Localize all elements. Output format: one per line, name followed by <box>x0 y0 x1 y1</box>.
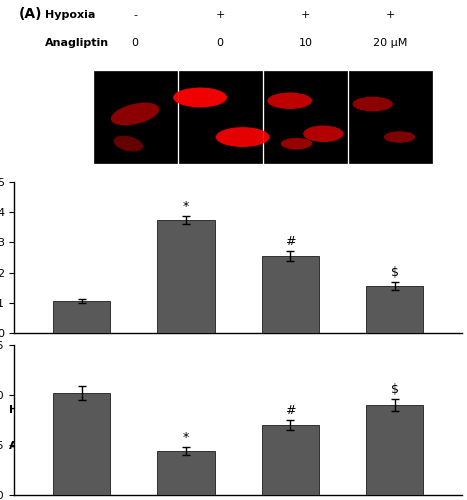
Bar <box>262 256 319 332</box>
Bar <box>157 220 215 332</box>
FancyBboxPatch shape <box>349 71 432 164</box>
Text: Hypoxia: Hypoxia <box>45 10 96 20</box>
Text: $: $ <box>390 383 398 396</box>
Text: +: + <box>386 10 395 20</box>
Text: $: $ <box>390 266 398 280</box>
Bar <box>366 286 423 333</box>
Text: +: + <box>286 404 295 414</box>
Text: #: # <box>285 404 296 417</box>
Text: Hypoxia: Hypoxia <box>9 404 59 414</box>
Bar <box>366 405 423 495</box>
Bar <box>53 393 111 495</box>
Text: 10: 10 <box>283 440 297 450</box>
Text: +: + <box>181 404 191 414</box>
Text: 0: 0 <box>183 440 190 450</box>
FancyBboxPatch shape <box>179 71 262 164</box>
Ellipse shape <box>216 127 269 147</box>
Text: *: * <box>183 200 189 213</box>
Ellipse shape <box>111 102 159 126</box>
Text: -: - <box>133 10 137 20</box>
Bar <box>53 301 111 332</box>
Ellipse shape <box>384 132 415 143</box>
Text: #: # <box>285 234 296 248</box>
Text: *: * <box>183 431 189 444</box>
Text: Anagliptin: Anagliptin <box>45 38 110 48</box>
Text: +: + <box>390 404 399 414</box>
Text: Anagliptin: Anagliptin <box>9 440 73 450</box>
Text: +: + <box>216 10 225 20</box>
Text: 0: 0 <box>217 38 224 48</box>
Bar <box>262 425 319 495</box>
Ellipse shape <box>173 88 227 108</box>
Ellipse shape <box>281 138 312 149</box>
FancyBboxPatch shape <box>93 71 177 164</box>
Text: -: - <box>80 404 84 414</box>
Text: 0: 0 <box>78 440 85 450</box>
FancyBboxPatch shape <box>264 71 347 164</box>
Ellipse shape <box>267 92 312 109</box>
Text: +: + <box>301 10 310 20</box>
Ellipse shape <box>113 136 143 152</box>
Text: (A): (A) <box>19 6 42 20</box>
Ellipse shape <box>353 96 393 112</box>
Text: 20 μM: 20 μM <box>377 440 412 450</box>
Text: 20 μM: 20 μM <box>374 38 408 48</box>
Ellipse shape <box>303 126 344 142</box>
Text: 10: 10 <box>298 38 312 48</box>
Bar <box>157 451 215 495</box>
Text: 0: 0 <box>132 38 139 48</box>
